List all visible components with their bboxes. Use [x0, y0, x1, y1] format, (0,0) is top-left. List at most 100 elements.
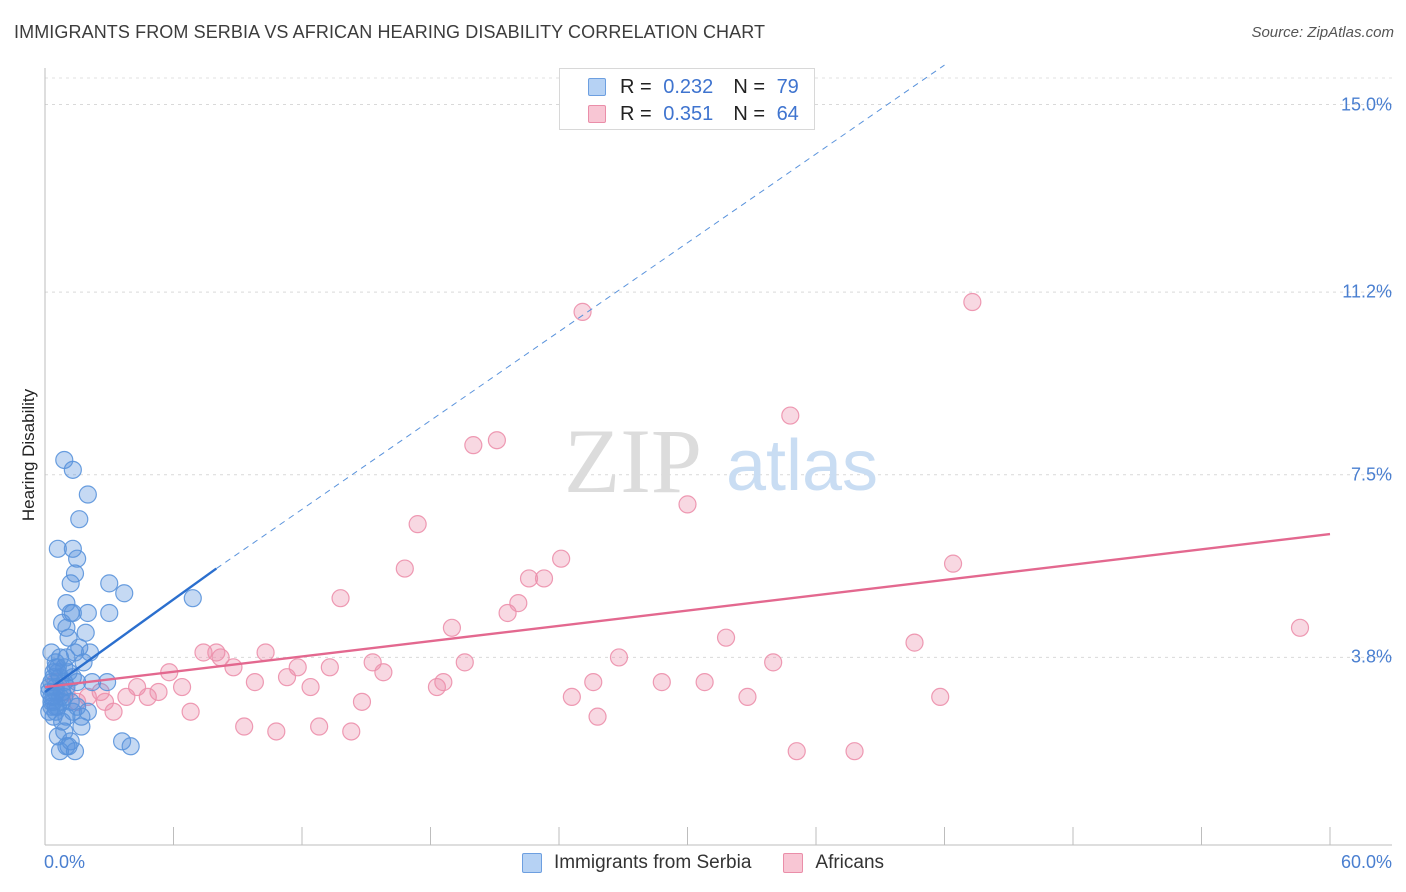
- data-point: [310, 717, 329, 736]
- data-point: [63, 539, 82, 558]
- chart-title: IMMIGRANTS FROM SERBIA VS AFRICAN HEARIN…: [14, 22, 766, 42]
- africans-trend-line: [44, 532, 1331, 689]
- data-point: [115, 584, 134, 603]
- africans-legend-swatch: [783, 853, 804, 873]
- data-point: [78, 702, 97, 721]
- source-credit: Source: ZipAtlas.com: [1251, 24, 1394, 41]
- data-point: [224, 658, 243, 677]
- data-point: [46, 702, 65, 721]
- watermark-zip: ZIP: [564, 410, 702, 512]
- data-point: [183, 589, 202, 608]
- data-point: [288, 658, 307, 677]
- data-point: [76, 623, 95, 642]
- serbia-r-value: 0.232: [663, 75, 714, 98]
- data-point: [55, 722, 74, 741]
- data-point: [53, 613, 72, 632]
- data-point: [573, 302, 592, 321]
- data-point: [245, 673, 264, 692]
- data-point: [534, 569, 554, 588]
- data-point: [434, 673, 453, 692]
- data-point: [552, 549, 571, 568]
- data-point: [68, 697, 87, 716]
- y-tick-label: 3.8%: [1350, 646, 1392, 667]
- data-point: [931, 687, 950, 707]
- data-point: [943, 554, 963, 573]
- data-point: [95, 692, 115, 711]
- legend-row-africans: R = 0.351 N = 64: [588, 101, 799, 127]
- serbia-n-value: 79: [776, 75, 799, 98]
- data-point: [98, 673, 117, 692]
- data-point: [342, 722, 361, 741]
- data-point: [256, 643, 275, 662]
- data-point: [61, 574, 80, 593]
- serbia-trend-line: [44, 567, 218, 693]
- data-point: [46, 658, 65, 677]
- data-point: [352, 692, 372, 711]
- data-point: [963, 292, 982, 312]
- data-point: [442, 618, 462, 637]
- data-point: [320, 658, 339, 677]
- data-point: [138, 687, 157, 707]
- data-point: [584, 673, 603, 692]
- africans-n-label: N =: [733, 102, 765, 125]
- legend-item-serbia[interactable]: Immigrants from Serbia: [521, 852, 752, 874]
- data-point: [787, 742, 806, 761]
- data-point: [781, 406, 800, 425]
- data-point: [50, 742, 70, 761]
- gridlines: [45, 77, 1392, 658]
- serbia-points: [40, 450, 202, 761]
- data-point: [235, 717, 254, 736]
- legend-item-africans[interactable]: Africans: [783, 852, 884, 874]
- serbia-r-label: R =: [620, 75, 652, 98]
- series-legend: Immigrants from Serbia Africans: [0, 852, 1406, 874]
- serbia-legend-swatch: [521, 853, 542, 873]
- data-point: [905, 633, 924, 652]
- x-tick-max: 60.0%: [1340, 852, 1392, 872]
- y-tick-label: 11.2%: [1342, 281, 1392, 302]
- africans-swatch: [588, 105, 606, 123]
- data-point: [588, 707, 607, 726]
- data-point: [395, 559, 414, 578]
- data-point: [374, 663, 393, 682]
- data-point: [78, 603, 97, 623]
- y-tick-label: 15.0%: [1340, 94, 1392, 115]
- data-point: [50, 687, 70, 707]
- data-point: [112, 732, 132, 751]
- africans-r-label: R =: [620, 102, 652, 125]
- data-point: [65, 564, 85, 583]
- data-point: [562, 687, 581, 707]
- data-point: [57, 594, 76, 613]
- data-point: [609, 648, 629, 667]
- data-point: [408, 515, 427, 534]
- correlation-legend: R = 0.232 N = 79 R = 0.351 N = 64: [559, 68, 815, 130]
- data-point: [78, 485, 97, 504]
- data-point: [68, 549, 87, 568]
- data-point: [181, 702, 200, 721]
- data-point: [55, 450, 74, 470]
- data-point: [100, 574, 119, 593]
- africans-r-value: 0.351: [663, 102, 714, 125]
- serbia-trend-extension: [216, 64, 945, 569]
- serbia-swatch: [588, 78, 606, 96]
- data-point: [519, 569, 539, 588]
- data-point: [464, 436, 483, 455]
- data-point: [487, 431, 506, 450]
- serbia-legend-label: Immigrants from Serbia: [553, 852, 752, 873]
- watermark: ZIP atlas: [564, 410, 878, 512]
- data-point: [70, 510, 89, 529]
- data-point: [652, 673, 671, 692]
- trend-lines: [44, 64, 1331, 693]
- data-point: [172, 677, 192, 697]
- data-point: [301, 677, 320, 697]
- data-point: [678, 495, 697, 514]
- africans-n-value: 64: [776, 102, 799, 125]
- serbia-n-label: N =: [733, 75, 765, 98]
- data-point: [121, 737, 140, 756]
- data-point: [42, 692, 61, 711]
- y-tick-label: 7.5%: [1350, 464, 1392, 485]
- data-point: [455, 653, 474, 672]
- data-point: [716, 628, 736, 647]
- data-point: [738, 687, 757, 707]
- data-point: [845, 742, 864, 761]
